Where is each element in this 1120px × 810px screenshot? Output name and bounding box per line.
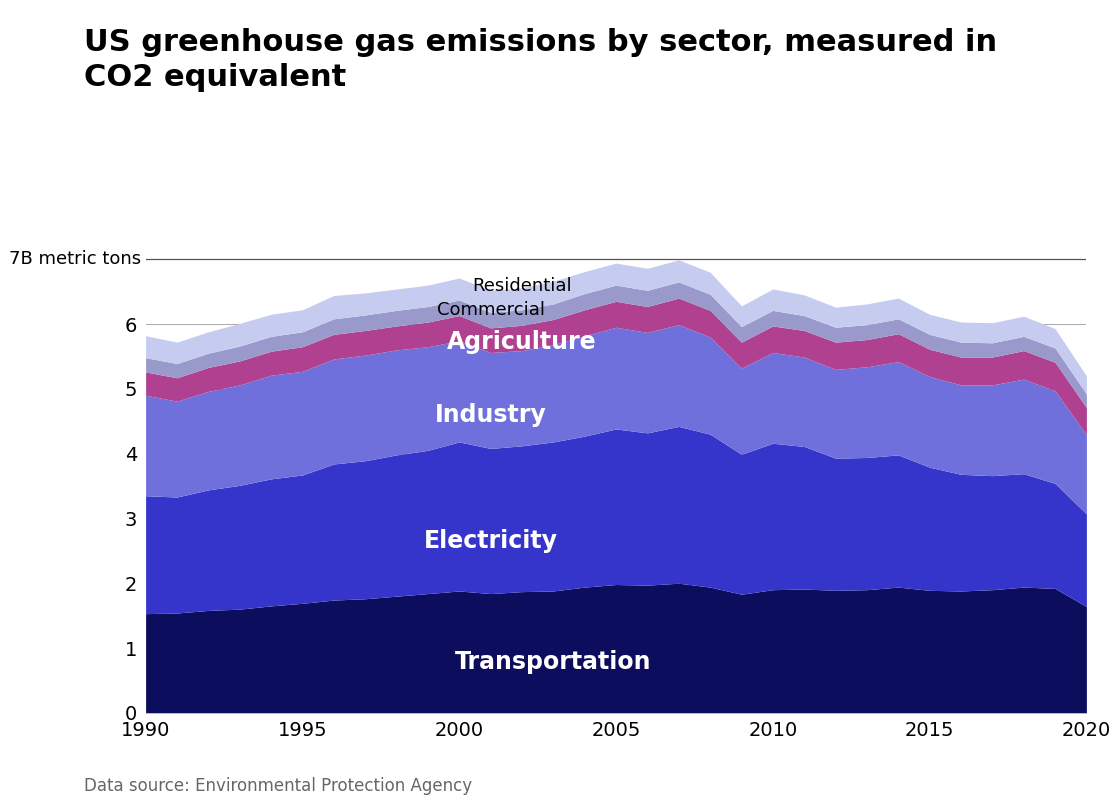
Text: Commercial: Commercial	[437, 301, 544, 319]
Text: 7B metric tons: 7B metric tons	[9, 250, 141, 268]
Text: Industry: Industry	[435, 403, 547, 427]
Text: Data source: Environmental Protection Agency: Data source: Environmental Protection Ag…	[84, 778, 473, 795]
Text: US greenhouse gas emissions by sector, measured in
CO2 equivalent: US greenhouse gas emissions by sector, m…	[84, 28, 997, 92]
Text: Agriculture: Agriculture	[447, 330, 597, 354]
Text: Residential: Residential	[473, 277, 571, 296]
Text: Electricity: Electricity	[423, 529, 558, 553]
Text: Transportation: Transportation	[455, 650, 652, 674]
